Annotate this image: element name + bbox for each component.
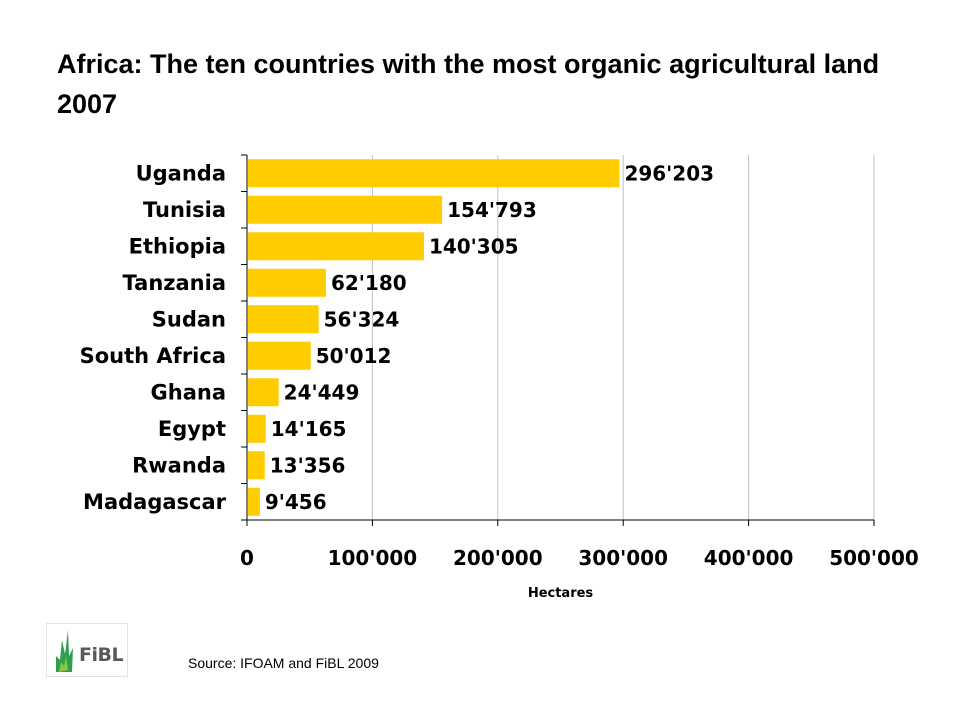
x-tick-label: 400'000 — [704, 546, 794, 570]
bar-sudan — [248, 305, 319, 334]
category-label: Egypt — [158, 417, 226, 441]
fibl-leaf-logo-icon — [56, 630, 73, 672]
category-label: Sudan — [152, 307, 226, 331]
category-label: Madagascar — [83, 490, 227, 514]
bar-rwanda — [248, 451, 265, 480]
value-label: 296'203 — [624, 161, 714, 185]
bar-madagascar — [248, 487, 260, 516]
category-labels: Uganda Tunisia Ethiopia Tanzania Sudan South … — [80, 161, 227, 514]
value-label: 9'456 — [265, 490, 327, 514]
value-label: 50'012 — [316, 344, 392, 368]
bars — [248, 159, 620, 516]
value-label: 154'793 — [447, 198, 537, 222]
x-tick-label: 200'000 — [453, 546, 543, 570]
category-label: Tunisia — [143, 198, 226, 222]
x-tick-label: 300'000 — [578, 546, 668, 570]
category-label: South Africa — [80, 344, 226, 368]
x-tick-labels: 0 100'000 200'000 300'000 400'000 500'000 — [240, 546, 919, 570]
x-tick-label: 500'000 — [829, 546, 919, 570]
value-labels: 296'203 154'793 140'305 62'180 56'324 50'012 2… — [265, 161, 714, 514]
category-label: Tanzania — [123, 271, 226, 295]
bar-ethiopia — [248, 232, 424, 261]
bar-south-africa — [248, 341, 311, 370]
x-tick-label: 0 — [240, 546, 254, 570]
axes — [241, 154, 875, 526]
source-note: Source: IFOAM and FiBL 2009 — [188, 655, 379, 671]
value-label: 62'180 — [331, 271, 407, 295]
bar-tunisia — [248, 195, 443, 224]
value-label: 56'324 — [324, 307, 400, 331]
bar-egypt — [248, 414, 266, 443]
x-axis-title: Hectares — [528, 586, 594, 601]
category-label: Ghana — [151, 380, 226, 404]
bar-uganda — [248, 159, 620, 188]
chart-title: Africa: The ten countries with the most … — [57, 49, 880, 119]
value-label: 14'165 — [271, 417, 347, 441]
fibl-logo: FiBL — [46, 623, 128, 677]
value-label: 24'449 — [284, 380, 360, 404]
x-tick-label: 100'000 — [328, 546, 418, 570]
bar-ghana — [248, 378, 279, 407]
logo-text: FiBL — [79, 644, 124, 666]
value-label: 13'356 — [270, 453, 346, 477]
value-label: 140'305 — [429, 234, 519, 258]
category-label: Rwanda — [132, 453, 226, 477]
category-label: Uganda — [136, 161, 226, 185]
bar-tanzania — [248, 268, 326, 297]
category-label: Ethiopia — [129, 234, 226, 258]
